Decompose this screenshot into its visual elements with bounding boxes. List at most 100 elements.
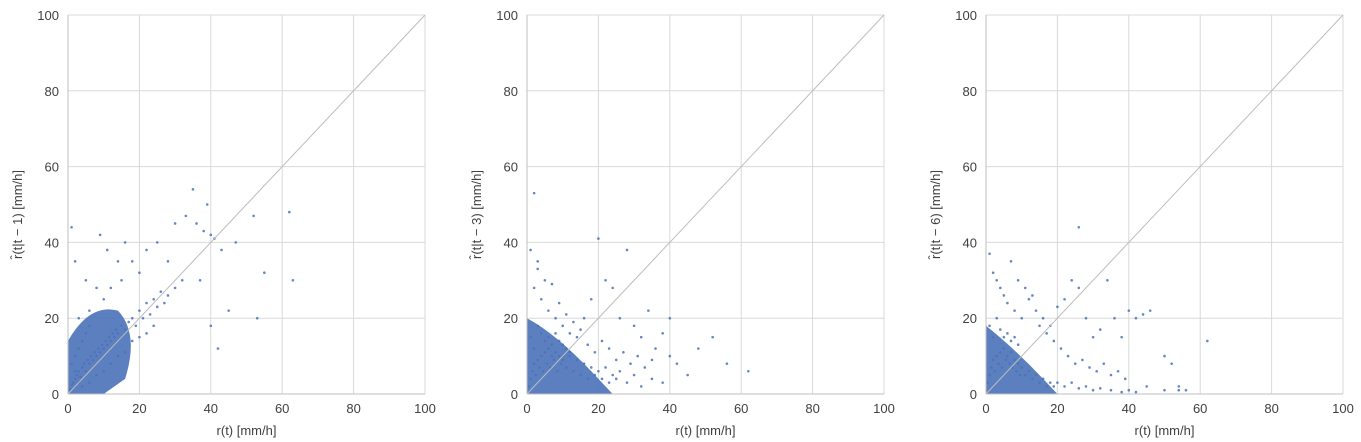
data-point — [191, 188, 195, 191]
data-point — [991, 271, 995, 275]
data-point — [195, 222, 198, 225]
data-point — [532, 191, 536, 195]
data-point — [1145, 385, 1148, 388]
data-point — [1002, 335, 1006, 339]
data-point — [1184, 388, 1188, 392]
x-tick-label: 20 — [591, 401, 605, 416]
y-tick-label: 100 — [496, 8, 518, 23]
data-point — [173, 286, 177, 290]
data-point — [84, 279, 88, 282]
y-tick-label: 20 — [504, 311, 518, 326]
data-point — [155, 241, 159, 244]
data-point — [1031, 294, 1034, 297]
data-point — [661, 381, 664, 384]
data-point — [536, 267, 540, 271]
data-point — [747, 369, 750, 373]
data-point — [579, 328, 582, 331]
data-point — [686, 373, 689, 377]
y-tick-label: 60 — [504, 160, 518, 175]
data-point — [70, 225, 73, 229]
data-point — [1027, 297, 1031, 301]
data-point — [1020, 316, 1023, 320]
data-point — [536, 260, 540, 263]
data-point — [1006, 332, 1009, 335]
data-point — [632, 373, 636, 377]
data-point — [130, 339, 134, 343]
data-point — [1134, 390, 1138, 394]
data-point — [654, 347, 657, 350]
data-point — [650, 377, 654, 381]
y-tick-label: 20 — [45, 311, 59, 326]
data-point — [988, 252, 991, 256]
data-point — [1048, 381, 1052, 384]
data-point — [1098, 387, 1102, 390]
data-point — [1120, 390, 1123, 394]
data-point — [604, 366, 607, 369]
data-point — [1127, 388, 1131, 392]
data-point — [209, 324, 213, 328]
data-point — [614, 377, 618, 381]
y-axis-title: r̂(t|t − 6) [mm/h] — [928, 170, 943, 260]
data-point — [557, 301, 561, 305]
data-point — [1109, 373, 1113, 377]
y-tick-label: 0 — [52, 387, 59, 402]
data-point — [614, 358, 618, 362]
data-point — [1163, 354, 1166, 358]
data-point — [1084, 316, 1088, 320]
data-point — [629, 362, 632, 365]
data-point — [1038, 324, 1041, 328]
data-point — [1009, 339, 1013, 343]
data-point — [216, 347, 220, 350]
data-point — [988, 324, 991, 328]
data-point — [1170, 362, 1173, 365]
data-point — [1109, 388, 1113, 392]
data-point — [604, 279, 607, 282]
data-point — [607, 381, 611, 384]
data-point — [1091, 335, 1095, 339]
data-point — [547, 309, 550, 312]
data-point — [152, 324, 155, 328]
data-point — [1059, 347, 1063, 350]
data-point — [1009, 260, 1013, 263]
data-point — [661, 332, 664, 335]
data-point — [255, 316, 259, 320]
data-point — [234, 241, 238, 244]
data-point — [130, 316, 134, 320]
y-tick-label: 40 — [963, 235, 977, 250]
data-point — [1113, 316, 1116, 320]
y-tick-label: 40 — [504, 235, 518, 250]
scatter-chart-1: 0 20 40 60 80 100 0 20 40 60 80 100 r(t) [mm/h] r̂(t|… — [10, 8, 436, 438]
data-point — [618, 369, 622, 373]
data-point — [1070, 279, 1073, 282]
y-axis-title: r̂(t|t − 3) [mm/h] — [469, 170, 484, 260]
data-point — [1141, 313, 1145, 316]
data-point — [668, 354, 672, 358]
x-tick-label: 80 — [346, 401, 360, 416]
data-point — [159, 290, 163, 293]
data-point — [166, 294, 170, 297]
data-point — [532, 286, 536, 290]
x-tick-label: 40 — [663, 401, 677, 416]
scatter-chart-2: 0 20 40 60 80 100 0 20 40 60 80 100 r(t) [mm/h] r̂(t|… — [469, 8, 895, 438]
x-tick-label: 60 — [734, 401, 748, 416]
data-point — [639, 335, 643, 339]
x-tick-label: 0 — [982, 401, 989, 416]
data-point — [1073, 362, 1077, 365]
x-tick-label: 40 — [204, 401, 218, 416]
y-tick-label: 0 — [511, 387, 518, 402]
dense-point-cluster — [527, 318, 613, 394]
data-point — [1063, 385, 1066, 388]
x-axis-title: r(t) [mm/h] — [676, 423, 736, 438]
data-point — [155, 305, 159, 309]
data-point — [105, 248, 109, 252]
data-point — [1088, 366, 1091, 369]
y-tick-label: 40 — [45, 235, 59, 250]
data-point — [1148, 309, 1152, 312]
scatter-panel-3: 0 20 40 60 80 100 0 20 40 60 80 100 r(t) [mm/h] r̂(t|… — [918, 0, 1361, 442]
data-point — [145, 301, 148, 305]
y-tick-label: 80 — [504, 84, 518, 99]
data-point — [88, 309, 91, 312]
data-point — [291, 279, 295, 282]
identity-reference-line — [67, 14, 426, 395]
data-point — [1177, 385, 1181, 388]
